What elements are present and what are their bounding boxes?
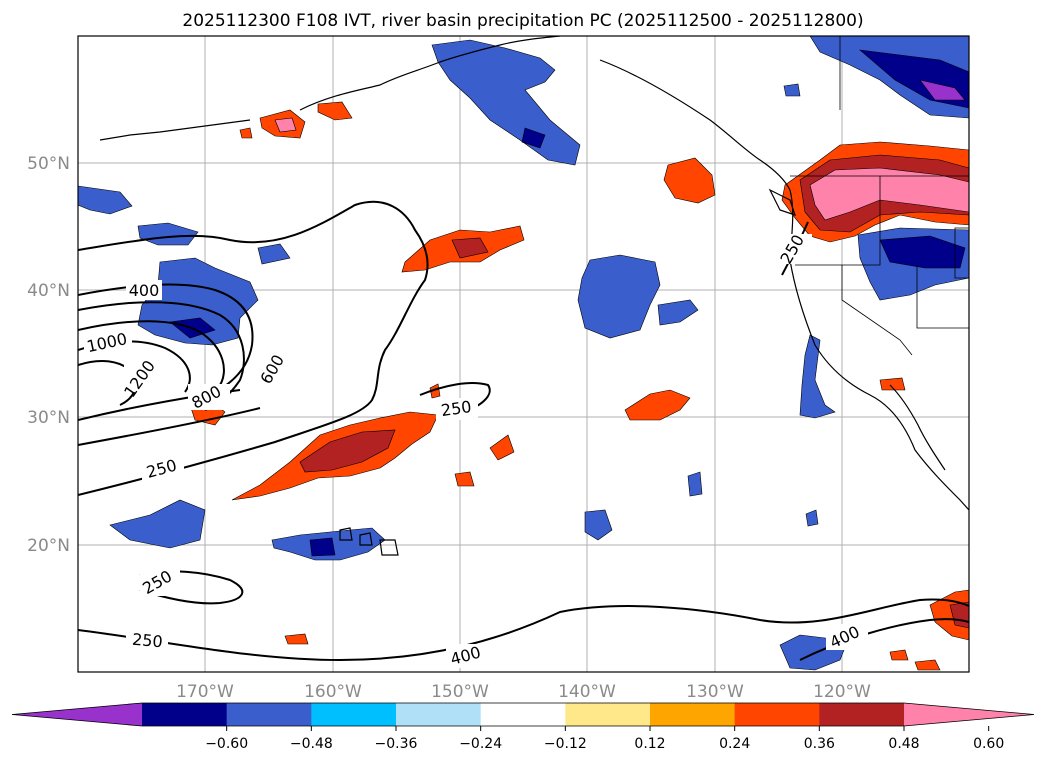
colorbar-ticks: −0.60 −0.48 −0.36 −0.24 −0.12 0.12 0.24 0.36 0.4… [205,726,1004,752]
warm-region-aleutian-east [317,101,353,121]
positive-anomaly-regions [189,101,969,671]
figure-title: 2025112300 F108 IVT, river basin precipi… [182,11,863,31]
ivt-contour-250-south [139,570,244,605]
blue-region-small-3 [805,509,819,527]
colorbar-outline [11,702,1035,727]
colorbar-tick-label: 0.36 [804,736,835,752]
warm-region-small-3 [879,377,906,391]
purple-region-north-canada [919,79,966,101]
border-state-4 [841,265,913,356]
warm-region-central [624,389,691,421]
coastline-hawaii-2 [359,532,373,546]
colorbar-segment [311,703,397,726]
warm-region-gulf [663,157,716,204]
ivt-contour-800 [78,320,225,386]
lat-tick-30n: 30°N [27,408,70,428]
contour-label-halos [84,234,868,668]
blue-region-dateline-north [78,185,133,215]
colorbar-tick-label: 0.60 [973,736,1004,752]
colorbar-segment [480,703,566,726]
coastline-hawaii-1 [339,527,353,541]
lon-tick-170w: 170°W [176,682,234,702]
colorbar-tick-label: −0.60 [205,736,248,752]
colorbar-segment [396,703,482,726]
warm-region-small-4 [284,633,309,645]
warm-region-small-6 [914,659,941,671]
coastline-aleutians [99,119,251,141]
lat-tick-40n: 40°N [27,281,70,301]
contour-label-250-east: 250 [440,397,473,420]
warm-region-north-central-dark [451,237,489,259]
colorbar-segment [565,703,651,726]
blue-region-subtropic-east [584,509,613,541]
map-panel: 400 1000 1200 600 800 250 250 250 250 40… [77,35,970,673]
colorbar-segment [226,703,312,726]
colorbar-tick-label: 0.12 [634,736,665,752]
blue-region-small-2 [687,471,703,497]
colorbar-extend-low [12,703,142,726]
warm-region-atmospheric-river-dark [299,429,396,473]
colorbar-tick-label: 0.48 [888,736,919,752]
ivt-contour-250-main [78,200,429,496]
colorbar-segment [734,703,820,726]
blue-region-central-small [657,299,699,326]
blue-region-central [577,254,661,339]
blue-region-west-subtropic [109,499,206,549]
map-frame [77,35,970,673]
border-state-2 [916,265,969,329]
colorbar-extend-high [904,703,1034,726]
blue-region-hawaii-core [309,537,336,557]
coastline-alaska [299,36,561,111]
lat-tick-20n: 20°N [27,536,70,556]
blue-region-small-1 [257,243,291,265]
blue-region-interior-west-core [879,235,966,269]
longitude-ticks: 170°W 160°W 150°W 140°W 130°W 120°W [176,682,871,702]
colorbar-segment [819,703,905,726]
blue-region-gulf-alaska-core [521,127,546,149]
contour-label-400: 400 [129,281,160,300]
coastline-panhandle [599,59,791,191]
ivt-contour-outer-2 [78,407,261,446]
colorbar-segment [650,703,736,726]
colorbar-tick-label: 0.24 [719,736,750,752]
coastline-vancouver-island [768,188,796,216]
warm-region-small-2 [454,471,475,487]
coastline-hawaii-3 [379,539,399,556]
warm-region-small-1 [489,434,515,461]
lat-tick-50n: 50°N [27,154,70,174]
lon-tick-140w: 140°W [558,682,616,702]
colorbar-segment [142,703,228,726]
coastline-baja [889,384,946,471]
lon-tick-120w: 120°W [813,682,871,702]
latitude-ticks: 20°N 30°N 40°N 50°N [27,154,70,556]
warm-region-small-8 [239,127,253,139]
colorbar-tick-label: −0.48 [290,736,333,752]
political-boundaries [790,36,969,356]
ivt-contour-400-south [78,598,969,662]
colorbar-tick-label: −0.24 [459,736,502,752]
colorbar-segments [12,703,1034,726]
lon-tick-160w: 160°W [304,682,362,702]
contour-label-250-sw: 250 [131,630,163,652]
colorbar-tick-label: −0.36 [375,736,418,752]
warm-region-small-5 [889,649,909,661]
lon-tick-130w: 130°W [686,682,744,702]
warm-region-aleutian-west-pink [274,117,297,133]
border-state-1 [795,176,881,266]
colorbar-tick-label: −0.12 [544,736,587,752]
colorbar: −0.60 −0.48 −0.36 −0.24 −0.12 0.12 0.24 0.36 0.4… [11,702,1035,752]
border-state-3 [954,227,969,279]
lon-tick-150w: 150°W [431,682,489,702]
warm-region-small-7 [429,383,441,399]
blue-region-small-4 [783,83,801,97]
blue-region-gulf-alaska [431,39,581,166]
blue-region-california-coast [799,334,836,419]
warm-region-pacific-northwest-pink [809,167,969,221]
